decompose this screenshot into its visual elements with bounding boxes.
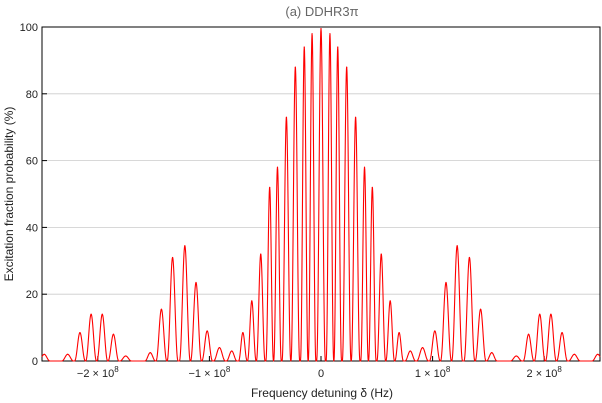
data-point (573, 353, 575, 355)
y-axis-ticks: 0 20 40 60 80 100 (20, 22, 47, 368)
data-point (363, 166, 366, 168)
data-point (79, 332, 81, 334)
series-peaks (43, 28, 599, 357)
x-tick-label: −1 × 108 (189, 365, 231, 380)
x-tick-label: 2 × 108 (527, 365, 563, 380)
data-point (371, 186, 373, 188)
data-point (468, 256, 471, 259)
data-point (276, 166, 279, 168)
data-point (125, 355, 127, 357)
y-tick-label: 20 (26, 289, 38, 301)
data-point (149, 352, 151, 354)
x-tick-label: 0 (318, 368, 324, 380)
data-point (171, 256, 174, 259)
data-point (112, 333, 115, 335)
data-point (421, 347, 424, 349)
data-point (515, 355, 517, 357)
data-point (231, 350, 233, 352)
y-tick-label: 60 (26, 156, 38, 168)
data-point (260, 253, 262, 255)
y-tick-label: 0 (32, 356, 38, 368)
data-point (242, 332, 244, 334)
data-point (597, 353, 599, 355)
data-point (354, 116, 357, 118)
data-point (409, 350, 411, 352)
x-tick-label: −2 × 108 (77, 365, 119, 380)
data-point (311, 33, 313, 35)
data-point (329, 33, 331, 35)
y-axis-title: Excitation fraction probability (%) (2, 107, 16, 282)
data-point (285, 116, 288, 118)
data-point (346, 66, 348, 68)
data-point (539, 313, 541, 315)
data-point (206, 330, 208, 332)
data-point (90, 313, 92, 315)
data-point (445, 281, 447, 284)
data-point (389, 300, 391, 302)
plot-frame (41, 26, 601, 362)
data-point (269, 186, 271, 188)
data-point (337, 46, 339, 48)
data-point (294, 66, 296, 68)
data-point (380, 253, 382, 255)
grid-lines (42, 93, 600, 295)
data-point (184, 245, 186, 247)
data-point (218, 347, 221, 349)
data-point (67, 353, 69, 355)
data-point (550, 313, 552, 315)
data-point (561, 332, 563, 334)
data-point (456, 245, 458, 247)
data-point (160, 308, 163, 310)
data-point (101, 313, 103, 315)
data-point (320, 28, 322, 30)
x-axis-ticks: −2 × 108 −1 × 108 0 1 × 108 2 × 108 (77, 356, 563, 380)
data-point (434, 330, 436, 332)
x-tick-label: 1 × 108 (415, 365, 451, 380)
y-tick-label: 100 (20, 22, 38, 34)
data-point (303, 46, 305, 48)
y-tick-label: 80 (26, 89, 38, 101)
data-point (195, 281, 197, 284)
data-point (479, 308, 482, 310)
data-point (527, 333, 530, 335)
data-point (398, 332, 400, 334)
series-line (41, 28, 601, 362)
data-point (491, 352, 493, 354)
y-tick-label: 40 (26, 222, 38, 234)
chart-title: (a) DDHR3π (285, 4, 358, 19)
data-point (43, 353, 45, 355)
x-axis-title: Frequency detuning δ (Hz) (251, 386, 393, 400)
data-point (251, 300, 253, 302)
